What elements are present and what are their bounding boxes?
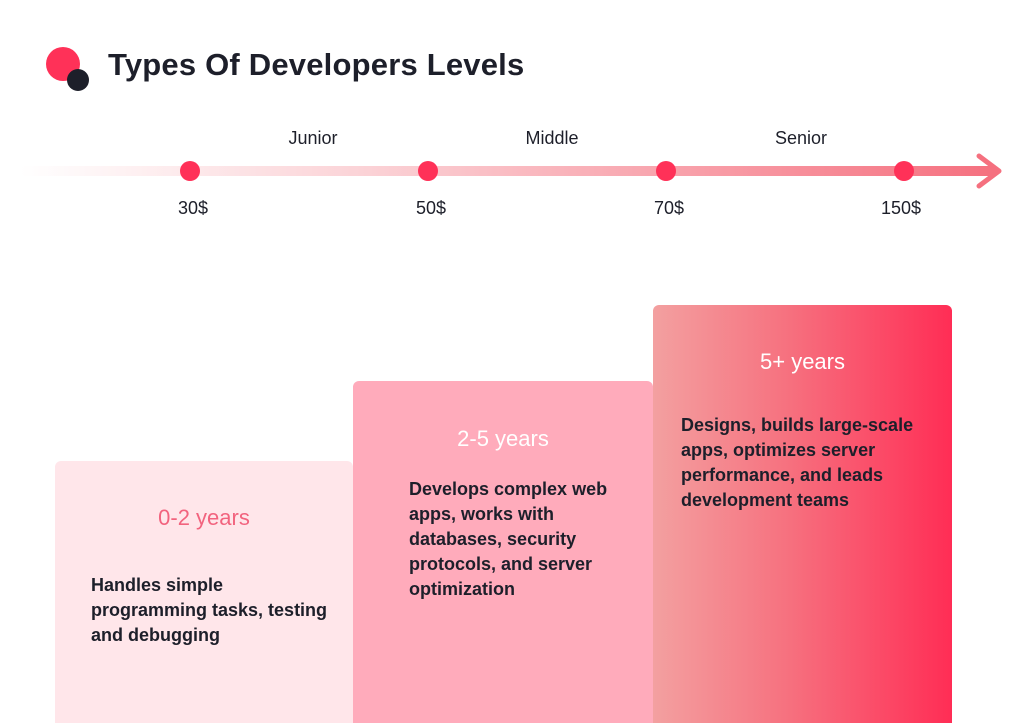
rate-label-50: 50$ [415, 198, 447, 218]
level-label-senior: Senior [774, 128, 828, 148]
logo [46, 47, 92, 93]
timeline-arrow-icon [976, 153, 1002, 189]
card-years: 5+ years [760, 349, 845, 374]
timeline-marker-50 [418, 161, 438, 181]
card-years: 0-2 years [158, 505, 250, 530]
logo-dot-small [67, 69, 89, 91]
card-description: Handles simple programming tasks, testin… [91, 575, 328, 645]
timeline-line [20, 166, 995, 176]
card-description: Develops complex web apps, works with da… [409, 479, 608, 599]
rate-label-70: 70$ [653, 198, 685, 218]
timeline-marker-30 [180, 161, 200, 181]
timeline: Junior Middle Senior 30$ 50$ 70$ 150$ [0, 120, 1024, 230]
level-label-middle: Middle [525, 128, 579, 148]
level-card-junior: 0-2 years Handles simple programming tas… [55, 461, 353, 723]
card-years: 2-5 years [457, 426, 549, 451]
level-card-middle: 2-5 years Develops complex web apps, wor… [353, 381, 653, 723]
timeline-track [20, 153, 1002, 189]
card-description: Designs, builds large-scale apps, optimi… [681, 415, 914, 510]
rate-label-30: 30$ [177, 198, 209, 218]
level-card-senior: 5+ years Designs, builds large-scale app… [653, 305, 952, 723]
level-label-junior: Junior [288, 128, 338, 148]
timeline-marker-150 [894, 161, 914, 181]
timeline-marker-70 [656, 161, 676, 181]
rate-label-150: 150$ [880, 198, 922, 218]
page-title: Types Of Developers Levels [108, 47, 525, 82]
